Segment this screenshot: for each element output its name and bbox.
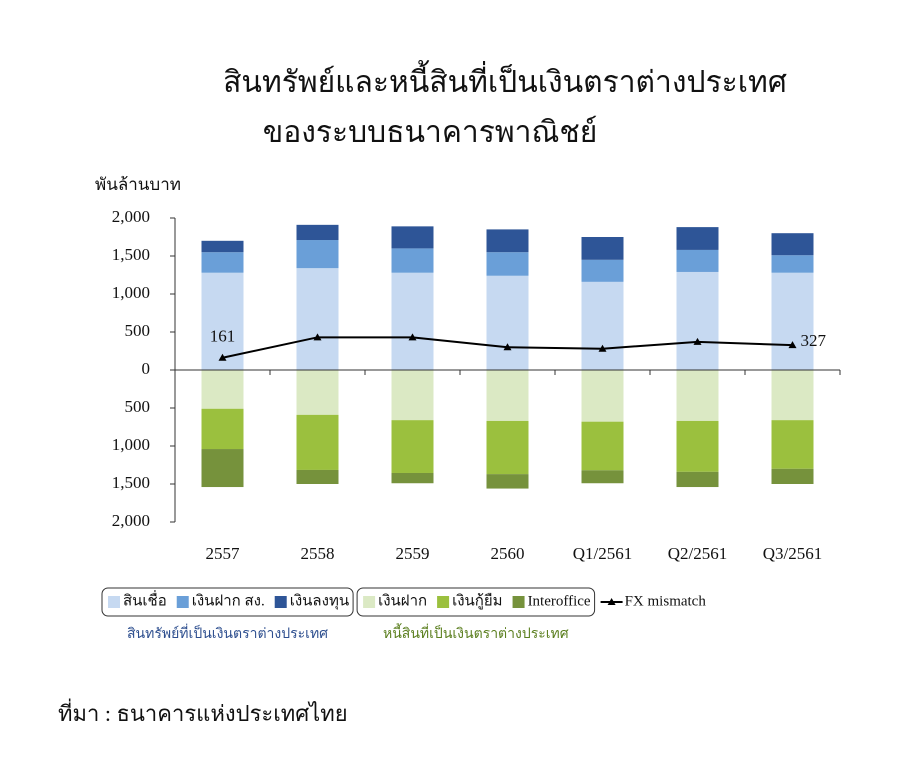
- bar-segment: [581, 421, 624, 471]
- y-tick-label: 500: [125, 397, 151, 416]
- bar-segment: [771, 272, 814, 370]
- legend-label: เงินฝาก: [378, 592, 427, 609]
- bar-segment: [296, 240, 339, 269]
- y-tick-label: 1,000: [112, 435, 150, 454]
- x-tick-label: Q3/2561: [763, 544, 823, 563]
- legend-swatch: [437, 596, 450, 608]
- bar-segment: [201, 408, 244, 450]
- legend-label: เงินกู้ยืม: [452, 592, 502, 609]
- bar-segment: [771, 233, 814, 256]
- bar-segment: [581, 470, 624, 484]
- bar-segment: [296, 469, 339, 484]
- bar-segment: [771, 468, 814, 484]
- bar-segment: [296, 224, 339, 241]
- bar-segment: [486, 420, 529, 475]
- legend-swatch: [176, 596, 189, 608]
- x-tick-label: 2558: [301, 544, 335, 563]
- data-label: 327: [801, 331, 827, 350]
- bar-segment: [486, 229, 529, 253]
- bar-segment: [201, 449, 244, 488]
- x-tick-label: 2557: [206, 544, 241, 563]
- bar-segment: [581, 370, 624, 422]
- legend-swatch: [363, 596, 376, 608]
- bar-segment: [676, 471, 719, 488]
- legend-group-label: สินทรัพย์ที่เป็นเงินตราต่างประเทศ: [127, 624, 328, 642]
- bar-segment: [296, 370, 339, 415]
- legend-swatch: [108, 596, 120, 608]
- bar-segment: [581, 259, 624, 282]
- legend-group-box: [356, 587, 596, 617]
- bar-segment: [296, 414, 339, 470]
- bar-segment: [391, 472, 434, 484]
- legend-swatch: [512, 596, 525, 608]
- legend-marker: [607, 598, 616, 605]
- y-tick-label: 1,500: [112, 473, 150, 492]
- bar-segment: [391, 370, 434, 421]
- bar-segment: [391, 272, 434, 370]
- bar-segment: [296, 268, 339, 370]
- x-tick-label: 2559: [396, 544, 430, 563]
- y-tick-label: 0: [142, 359, 151, 378]
- bar-segment: [676, 227, 719, 250]
- bar-segment: [676, 249, 719, 272]
- line-marker: [408, 333, 417, 341]
- y-tick-label: 1,000: [112, 283, 150, 302]
- bar-segment: [771, 370, 814, 421]
- bar-segment: [581, 281, 624, 370]
- bar-segment: [391, 226, 434, 249]
- bar-segment: [771, 420, 814, 469]
- bar-segment: [486, 252, 529, 276]
- bar-segment: [676, 271, 719, 370]
- bar-segment: [676, 420, 719, 472]
- bar-segment: [201, 252, 244, 273]
- line-marker: [218, 353, 227, 361]
- source: ที่มา : ธนาคารแห่งประเทศไทย: [58, 698, 348, 726]
- legend-label: เงินลงทุน: [290, 592, 349, 610]
- x-tick-label: Q2/2561: [668, 544, 728, 563]
- legend-label: สินเชื่อ: [123, 589, 167, 609]
- y-tick-label: 500: [125, 321, 151, 340]
- line-marker: [313, 333, 322, 341]
- legend-group-box: [101, 587, 354, 617]
- legend-swatch: [274, 596, 287, 608]
- x-tick-label: 2560: [491, 544, 525, 563]
- chart-title: ของระบบธนาคารพาณิชย์: [263, 115, 598, 149]
- chart-title: สินทรัพย์และหนี้สินที่เป็นเงินตราต่างประ…: [223, 60, 787, 99]
- bar-segment: [391, 420, 434, 473]
- bar-segment: [201, 370, 244, 409]
- y-tick-label: 2,000: [112, 511, 150, 530]
- line-marker: [503, 343, 512, 351]
- bar-segment: [391, 248, 434, 273]
- y-axis-label: พันล้านบาท: [95, 175, 181, 194]
- legend-label: Interoffice: [528, 593, 591, 609]
- bar-segment: [581, 237, 624, 260]
- data-label: 161: [210, 327, 236, 346]
- legend-label: FX mismatch: [625, 593, 707, 609]
- bar-segment: [771, 255, 814, 273]
- legend-group-label: หนี้สินที่เป็นเงินตราต่างประเทศ: [383, 623, 569, 642]
- legend-label: เงินฝาก สง.: [192, 592, 265, 609]
- line-marker: [693, 337, 702, 345]
- line-marker: [788, 341, 797, 349]
- bar-segment: [201, 240, 244, 253]
- bar-segment: [486, 275, 529, 370]
- line-marker: [598, 344, 607, 352]
- y-tick-label: 2,000: [112, 207, 150, 226]
- bar-segment: [676, 370, 719, 421]
- bar-segment: [486, 370, 529, 421]
- bar-segment: [486, 474, 529, 489]
- y-tick-label: 1,500: [112, 245, 150, 264]
- x-tick-label: Q1/2561: [573, 544, 633, 563]
